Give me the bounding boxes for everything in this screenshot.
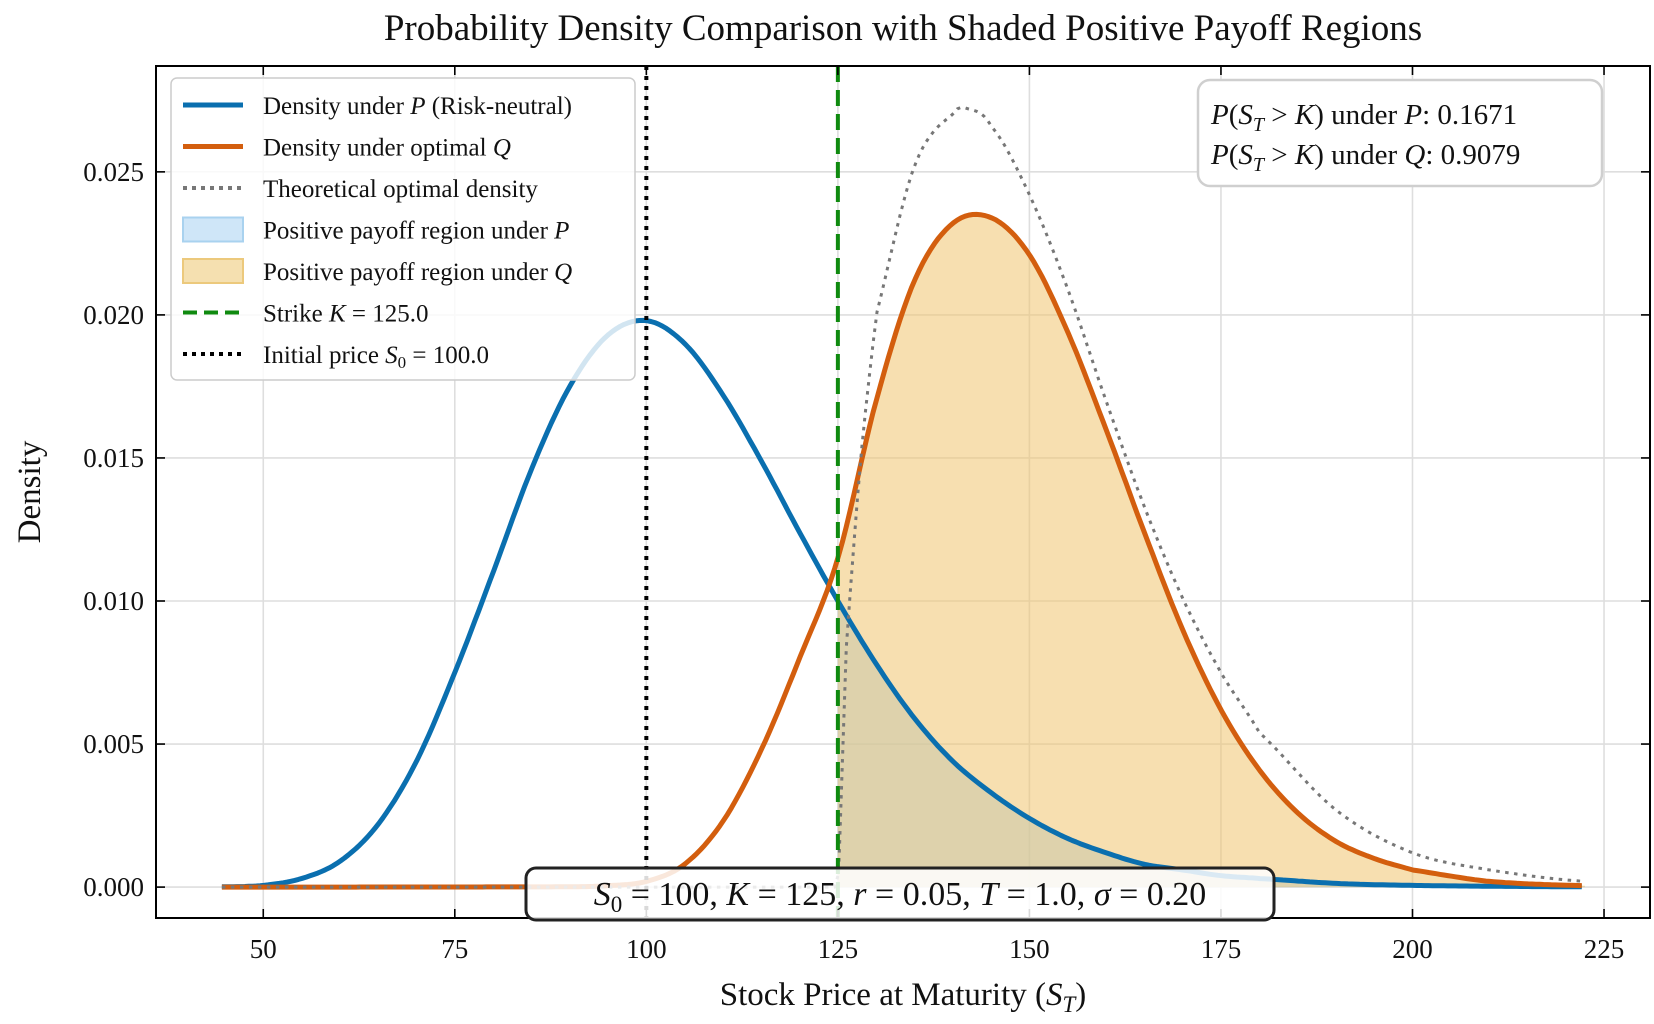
x-tick-label: 75: [441, 934, 468, 964]
x-tick-label: 125: [818, 934, 859, 964]
probability-box: [1196, 78, 1604, 188]
x-tick-label: 225: [1584, 934, 1625, 964]
x-tick-label: 100: [626, 934, 667, 964]
parameter-text: S0 = 100, K = 125, r = 0.05, T = 1.0, σ …: [594, 876, 1207, 917]
legend-label: Theoretical optimal density: [263, 176, 538, 203]
legend-swatch: [182, 258, 244, 284]
shaded-region: [837, 214, 1585, 888]
y-tick-label: 0.010: [83, 586, 144, 616]
x-tick-label: 200: [1392, 934, 1433, 964]
x-tick-label: 50: [250, 934, 277, 964]
y-tick-label: 0.020: [83, 300, 144, 330]
y-axis-ticks: 0.000 0.005 0.010 0.015 0.020 0.025: [83, 157, 1650, 902]
y-tick-label: 0.025: [83, 157, 144, 187]
y-tick-label: 0.000: [83, 872, 144, 902]
y-tick-label: 0.015: [83, 443, 144, 473]
legend-label: Density under P (Risk-neutral): [263, 93, 572, 120]
series-line: [221, 105, 1582, 889]
probability-under-p: P(ST > K) under P: 0.1671: [1210, 99, 1517, 136]
x-axis-ticks: 50 75 100 125 150 175 200 225: [250, 66, 1625, 964]
reference-lines: [644, 66, 840, 918]
y-tick-label: 0.005: [83, 729, 144, 759]
x-tick-label: 175: [1201, 934, 1242, 964]
legend-label: Strike K = 125.0: [263, 301, 429, 328]
probability-annotation: P(ST > K) under P: 0.1671 P(ST > K) unde…: [1196, 78, 1604, 188]
legend-box: [170, 77, 636, 381]
x-axis-label: Stock Price at Maturity (ST): [720, 977, 1087, 1017]
series-line: [221, 317, 1582, 890]
x-tick-label: 150: [1009, 934, 1050, 964]
y-axis-label: Density: [12, 440, 48, 543]
chart-title: Probability Density Comparison with Shad…: [384, 8, 1422, 49]
legend-swatch: [182, 216, 244, 243]
legend-label: Density under optimal Q: [263, 135, 511, 162]
legend-label: Positive payoff region under P: [263, 218, 569, 245]
legend: Density under P (Risk-neutral) Density un…: [170, 77, 636, 381]
parameter-box: [524, 866, 1276, 922]
legend-label: Positive payoff region under Q: [263, 259, 572, 286]
parameter-annotation: S0 = 100, K = 125, r = 0.05, T = 1.0, σ …: [524, 866, 1276, 922]
series-lines: [221, 105, 1582, 890]
legend-label: Initial price S0 = 100.0: [263, 342, 489, 372]
